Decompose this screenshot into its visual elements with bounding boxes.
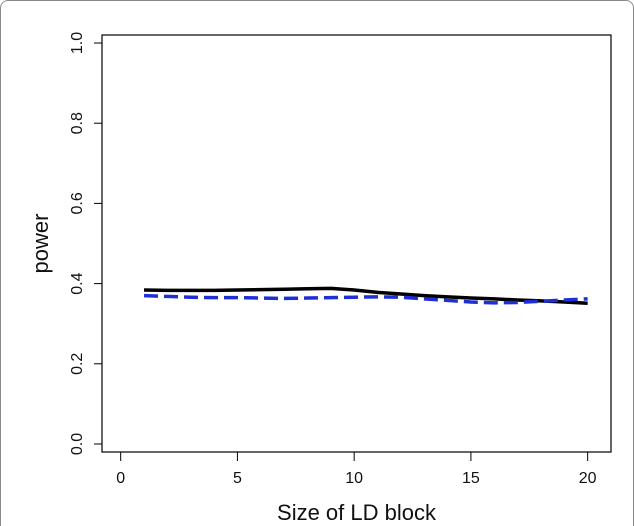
y-tick-label: 0.8 <box>69 112 86 134</box>
x-tick-label: 20 <box>579 470 597 487</box>
x-tick-label: 5 <box>233 470 242 487</box>
x-tick-label: 10 <box>345 470 363 487</box>
y-tick-label: 0.6 <box>69 192 86 214</box>
y-tick-label: 1.0 <box>69 32 86 54</box>
y-axis-label: power <box>28 214 53 274</box>
y-axis: 0.0 0.2 0.4 0.6 0.8 1.0 <box>69 32 102 455</box>
series-line-2 <box>143 293 588 305</box>
series-line-1 <box>144 286 588 305</box>
x-tick-label: 0 <box>116 470 125 487</box>
x-axis: 0 5 10 15 20 <box>116 452 597 487</box>
y-tick-label: 0.0 <box>69 433 86 455</box>
y-tick-label: 0.4 <box>69 272 86 294</box>
x-axis-label: Size of LD block <box>277 500 437 525</box>
y-tick-label: 0.2 <box>69 353 86 375</box>
x-tick-label: 15 <box>462 470 480 487</box>
series-layer <box>143 286 588 305</box>
plot-area <box>101 34 612 453</box>
